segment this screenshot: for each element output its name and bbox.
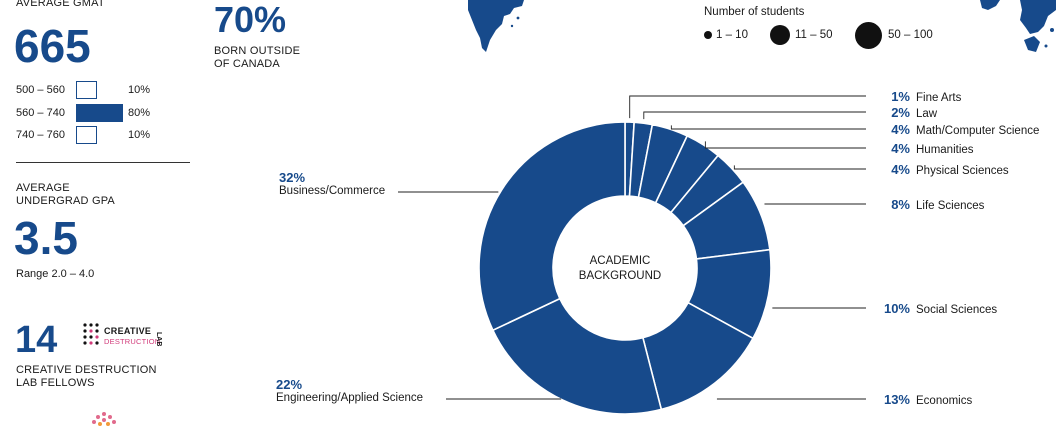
donut-segment-9	[491, 297, 663, 415]
segment-category: Physical Sciences	[916, 165, 1009, 177]
born-label-line1: BORN OUTSIDE	[214, 45, 301, 57]
segment-pct: 32%	[279, 170, 306, 185]
segment-category: Economics	[916, 395, 973, 407]
gpa-label-line2: UNDERGRAD GPA	[16, 195, 115, 207]
gpa-range: Range 2.0 – 4.0	[16, 268, 95, 280]
gpa-label-line1: AVERAGE	[16, 182, 70, 194]
segment-pct: 4%	[891, 122, 910, 137]
segment-category: Life Sciences	[916, 200, 985, 212]
segment-label-1: 1% Fine Arts	[870, 88, 961, 106]
born-label-line2: OF CANADA	[214, 58, 280, 70]
segment-label-3: 4% Math/Computer Science	[870, 121, 1039, 139]
segment-pct: 22%	[276, 377, 303, 392]
segment-pct: 1%	[891, 89, 910, 104]
leader-line-2	[643, 111, 866, 120]
donut-center-line2: BACKGROUND	[578, 270, 662, 282]
segment-pct: 4%	[891, 141, 910, 156]
leader-line-5	[733, 165, 866, 170]
segment-label-2: 2% Law	[870, 104, 937, 122]
segment-pct: 13%	[883, 392, 910, 407]
cdl-logo-word-2: DESTRUCTION	[104, 337, 161, 346]
segment-pct: 2%	[891, 105, 910, 120]
gmat-label: AVERAGE GMAT	[16, 0, 105, 9]
segment-category: Fine Arts	[916, 92, 962, 104]
segment-label-7: 10% Social Sciences	[870, 300, 997, 318]
cdl-logo-word-1: CREATIVE	[104, 326, 152, 336]
segment-pct: 8%	[891, 197, 910, 212]
segment-category: Humanities	[916, 144, 974, 156]
segment-category: Math/Computer Science	[916, 125, 1040, 137]
segment-category: Social Sciences	[916, 304, 998, 316]
students-legend-large: 50 – 100	[888, 29, 933, 41]
world-map-fragment-right	[980, 0, 1056, 52]
gmat-range-3: 740 – 760	[16, 129, 65, 141]
segment-label-10: 32% Business/Commerce	[279, 170, 385, 197]
gmat-pct-3: 10%	[128, 129, 151, 141]
section-divider	[16, 162, 190, 163]
gmat-range-2: 560 – 740	[16, 107, 65, 119]
flower-logo	[92, 412, 116, 426]
cdl-label-line1: CREATIVE DESTRUCTION	[16, 364, 157, 376]
cdl-value: 14	[15, 319, 58, 361]
gmat-bar-3	[76, 126, 97, 144]
world-map-fragment	[468, 0, 524, 52]
donut-center-line1: ACADEMIC	[589, 255, 651, 267]
gmat-value: 665	[14, 20, 91, 72]
students-legend-small: 1 – 10	[716, 29, 748, 41]
segment-label-4: 4% Humanities	[870, 140, 974, 158]
segment-pct: 4%	[891, 162, 910, 177]
segment-category: Law	[916, 108, 938, 120]
segment-label-8: 13% Economics	[870, 391, 972, 409]
leader-line-1	[629, 95, 866, 119]
cdl-logo: CREATIVE DESTRUCTION LAB	[82, 322, 178, 352]
gmat-range-1: 500 – 560	[16, 84, 65, 96]
gmat-pct-2: 80%	[128, 107, 151, 119]
segment-label-5: 4% Physical Sciences	[870, 161, 1009, 179]
segment-category: Engineering/Applied Science	[276, 392, 424, 404]
gpa-value: 3.5	[14, 212, 78, 264]
gmat-bar-1	[76, 81, 97, 99]
donut-segment-10	[478, 121, 626, 332]
leader-line-3	[670, 125, 866, 130]
students-legend-medium: 11 – 50	[795, 29, 833, 41]
leader-line-4	[704, 141, 866, 149]
dot-medium-icon	[770, 25, 790, 45]
gmat-pct-1: 10%	[128, 84, 151, 96]
gmat-bar-2	[76, 104, 123, 122]
segment-category: Business/Commerce	[279, 185, 386, 197]
dot-small-icon	[704, 31, 712, 39]
segment-pct: 10%	[883, 301, 910, 316]
segment-label-9: 22% Engineering/Applied Science	[276, 377, 423, 404]
cdl-label-line2: LAB FELLOWS	[16, 377, 95, 389]
segment-label-6: 8% Life Sciences	[870, 196, 984, 214]
born-value: 70%	[214, 0, 287, 40]
donut-center-label: ACADEMIC BACKGROUND	[560, 254, 680, 284]
students-legend-title: Number of students	[704, 6, 805, 18]
dot-large-icon	[855, 22, 882, 49]
